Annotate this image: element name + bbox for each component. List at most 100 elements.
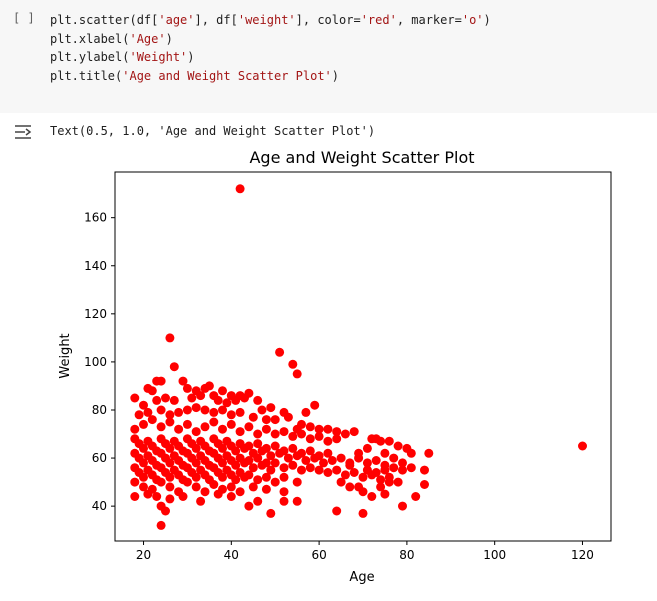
code-token: plt.title( xyxy=(50,68,123,83)
scatter-point xyxy=(301,407,311,417)
scatter-point xyxy=(191,443,201,453)
scatter-point xyxy=(139,458,148,468)
code-editor[interactable]: plt.scatter(df['age'], df['weight'], col… xyxy=(50,11,491,85)
scatter-point xyxy=(371,434,381,444)
scatter-point xyxy=(384,436,394,446)
y-tick-label: 120 xyxy=(84,307,107,321)
scatter-point xyxy=(218,405,227,415)
x-tick-label: 120 xyxy=(571,548,594,562)
scatter-point xyxy=(200,487,210,497)
scatter-point xyxy=(244,456,254,465)
code-token: ) xyxy=(187,50,195,64)
scatter-point xyxy=(130,477,140,487)
scatter-point xyxy=(244,441,254,451)
scatter-point xyxy=(345,460,355,470)
scatter-point xyxy=(275,347,285,357)
code-string: 'weight' xyxy=(237,13,296,27)
scatter-point xyxy=(332,506,342,516)
scatter-point xyxy=(231,475,241,485)
scatter-point xyxy=(235,184,245,194)
scatter-point xyxy=(362,458,372,468)
scatter-point xyxy=(165,494,175,504)
scatter-point xyxy=(235,427,245,437)
scatter-point xyxy=(362,443,372,453)
scatter-point xyxy=(310,400,320,410)
scatter-point xyxy=(261,472,271,482)
code-line: plt.scatter(df['age'], df['weight'], col… xyxy=(50,13,491,27)
scatter-point xyxy=(283,412,293,422)
scatter-point xyxy=(376,482,386,492)
code-line: plt.xlabel('Age') xyxy=(50,32,173,46)
scatter-point xyxy=(226,419,236,429)
scatter-point xyxy=(323,468,333,477)
code-string: 'red' xyxy=(360,13,397,27)
code-cell[interactable]: [ ] plt.scatter(df['age'], df['weight'],… xyxy=(0,0,657,113)
scatter-point xyxy=(226,482,236,492)
y-axis-label: Weight xyxy=(58,333,73,378)
scatter-point xyxy=(270,429,280,439)
scatter-point xyxy=(218,443,227,453)
scatter-point xyxy=(270,441,280,451)
scatter-point xyxy=(161,506,170,516)
scatter-point xyxy=(139,419,148,429)
scatter-point xyxy=(297,465,306,475)
scatter-point xyxy=(253,429,263,439)
scatter-point xyxy=(213,395,223,405)
code-token: ) xyxy=(331,68,339,83)
scatter-point xyxy=(139,443,148,453)
scatter-point xyxy=(266,403,276,413)
x-tick-label: 80 xyxy=(399,548,414,562)
scatter-point xyxy=(261,443,271,453)
scatter-point xyxy=(253,439,263,449)
scatter-point xyxy=(389,463,399,473)
output-toggle-icon[interactable] xyxy=(13,123,35,141)
scatter-point xyxy=(147,386,157,396)
scatter-point xyxy=(231,446,241,456)
scatter-point xyxy=(362,465,372,475)
scatter-point xyxy=(279,463,289,473)
scatter-point xyxy=(130,424,140,434)
scatter-point xyxy=(336,453,346,463)
scatter-point xyxy=(226,410,236,420)
scatter-point xyxy=(305,446,315,456)
scatter-point xyxy=(354,448,364,458)
scatter-point xyxy=(270,477,280,487)
scatter-point xyxy=(209,480,219,489)
scatter-point xyxy=(420,480,429,489)
scatter-point xyxy=(323,424,333,434)
scatter-point xyxy=(178,376,188,386)
code-string: 'Age and Weight Scatter Plot' xyxy=(122,68,332,83)
scatter-point xyxy=(218,386,227,396)
scatter-point xyxy=(424,448,434,458)
x-axis-label: Age xyxy=(349,570,374,585)
scatter-point xyxy=(182,405,192,415)
scatter-point xyxy=(257,405,267,415)
scatter-point xyxy=(279,446,289,456)
scatter-point xyxy=(161,393,170,403)
scatter-point xyxy=(279,487,289,497)
scatter-point xyxy=(196,496,206,506)
scatter-point xyxy=(340,429,350,439)
scatter-point xyxy=(253,395,263,405)
scatter-point xyxy=(380,465,390,475)
scatter-point xyxy=(165,410,175,420)
scatter-point xyxy=(323,448,333,458)
scatter-point xyxy=(248,482,258,492)
scatter-point xyxy=(406,448,416,458)
scatter-point xyxy=(253,475,263,485)
scatter-point xyxy=(165,458,175,468)
scatter-point xyxy=(305,434,315,444)
scatter-point xyxy=(156,422,166,432)
scatter-point xyxy=(398,458,407,468)
y-tick-label: 60 xyxy=(92,451,107,465)
scatter-point xyxy=(139,400,148,410)
scatter-point xyxy=(213,489,223,499)
run-cell-button[interactable]: [ ] xyxy=(13,11,35,25)
scatter-point xyxy=(371,456,381,465)
scatter-point xyxy=(279,427,289,437)
scatter-point xyxy=(336,477,346,487)
scatter-point xyxy=(279,496,289,506)
scatter-point xyxy=(191,403,201,413)
scatter-point xyxy=(301,456,311,465)
scatter-point xyxy=(174,407,184,417)
